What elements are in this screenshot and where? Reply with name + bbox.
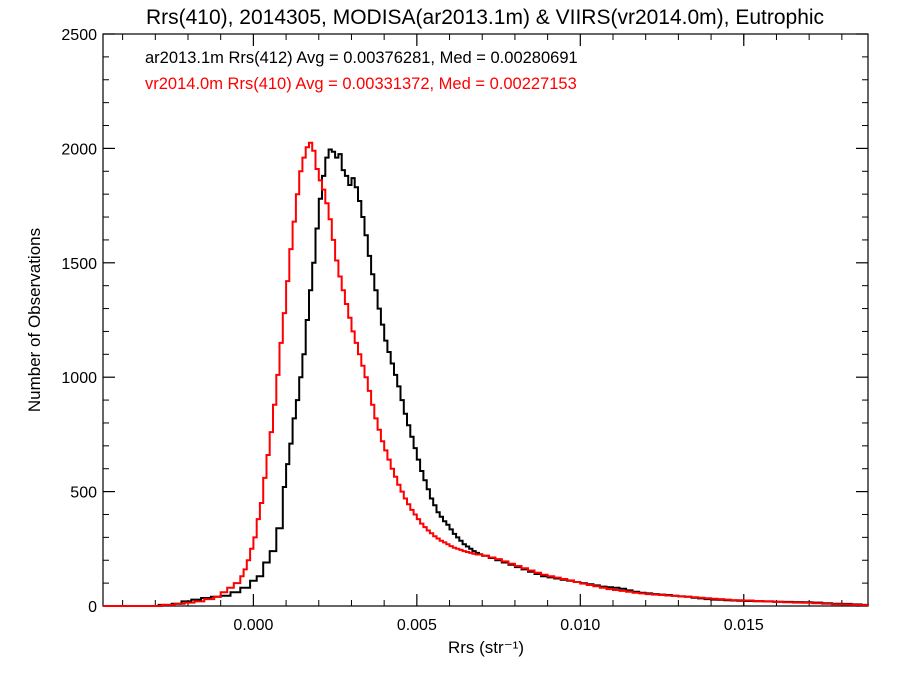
plot-frame — [102, 33, 869, 607]
chart-title: Rrs(410), 2014305, MODISA(ar2013.1m) & V… — [146, 6, 824, 29]
legend-entry-2: vr2014.0m Rrs(410) Avg = 0.00331372, Med… — [145, 75, 577, 93]
x-axis-label: Rrs (str⁻¹) — [448, 638, 524, 657]
y-tick-label: 1500 — [61, 256, 97, 273]
series-layer — [103, 141, 869, 607]
series-line-1 — [103, 148, 869, 607]
x-tick-label: 0.005 — [397, 617, 437, 634]
x-tick-label: 0.000 — [233, 617, 273, 634]
y-tick-label: 2000 — [61, 141, 97, 158]
y-tick-label: 500 — [70, 485, 97, 502]
legend: ar2013.1m Rrs(412) Avg = 0.00376281, Med… — [145, 49, 578, 93]
y-tick-label: 0 — [88, 599, 97, 616]
y-axis: 0 500 1000 1500 2000 2500 — [61, 27, 868, 616]
x-tick-label: 0.015 — [724, 617, 764, 634]
legend-entry-1: ar2013.1m Rrs(412) Avg = 0.00376281, Med… — [145, 49, 578, 67]
y-axis-label: Number of Observations — [25, 228, 44, 412]
series-line-2 — [103, 141, 869, 607]
y-tick-label: 2500 — [61, 27, 97, 44]
x-axis: 0.000 0.005 0.010 0.015 — [122, 34, 843, 634]
x-tick-label: 0.010 — [560, 617, 600, 634]
y-tick-label: 1000 — [61, 370, 97, 387]
